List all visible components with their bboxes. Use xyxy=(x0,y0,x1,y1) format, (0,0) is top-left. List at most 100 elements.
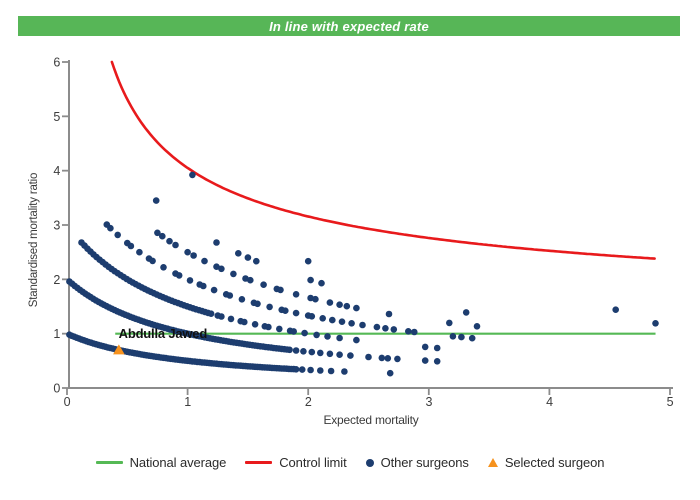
other-surgeon-point[interactable] xyxy=(277,286,284,294)
other-surgeon-point[interactable] xyxy=(326,350,334,358)
other-surgeon-point[interactable] xyxy=(317,349,324,357)
other-surgeon-point[interactable] xyxy=(304,257,312,265)
other-surgeon-point[interactable] xyxy=(338,318,346,326)
other-surgeon-point[interactable] xyxy=(190,252,197,259)
other-surgeon-point[interactable] xyxy=(308,348,316,356)
other-surgeon-point[interactable] xyxy=(227,315,235,323)
other-surgeon-point[interactable] xyxy=(254,300,261,308)
other-surgeon-point[interactable] xyxy=(421,357,429,364)
other-surgeon-point[interactable] xyxy=(347,352,354,359)
other-surgeon-point[interactable] xyxy=(189,171,196,179)
other-surgeon-point[interactable] xyxy=(612,306,619,314)
other-surgeon-point[interactable] xyxy=(318,279,325,287)
other-surgeon-point[interactable] xyxy=(286,346,293,354)
other-surgeon-point[interactable] xyxy=(265,323,272,331)
other-surgeon-point[interactable] xyxy=(359,321,366,329)
other-surgeon-point[interactable] xyxy=(213,239,220,246)
other-surgeon-point[interactable] xyxy=(652,320,659,327)
other-surgeon-point[interactable] xyxy=(218,265,225,273)
other-surgeon-point[interactable] xyxy=(301,329,308,337)
other-surgeon-point[interactable] xyxy=(336,334,343,342)
other-surgeon-point[interactable] xyxy=(324,333,331,340)
other-surgeon-point[interactable] xyxy=(312,295,319,303)
other-surgeon-point[interactable] xyxy=(394,355,401,363)
other-surgeon-point[interactable] xyxy=(384,355,392,362)
other-surgeon-point[interactable] xyxy=(327,367,335,375)
other-surgeon-point[interactable] xyxy=(292,347,300,354)
other-surgeon-point[interactable] xyxy=(292,309,300,317)
other-surgeon-point[interactable] xyxy=(241,318,248,326)
other-surgeon-point[interactable] xyxy=(251,321,259,328)
other-surgeon-point[interactable] xyxy=(378,354,386,362)
other-surgeon-point[interactable] xyxy=(184,248,191,256)
other-surgeon-point[interactable] xyxy=(226,292,234,299)
other-surgeon-point[interactable] xyxy=(252,257,260,265)
other-surgeon-point[interactable] xyxy=(298,366,306,373)
other-surgeon-point[interactable] xyxy=(166,237,173,245)
other-surgeon-point[interactable] xyxy=(235,250,242,257)
other-surgeon-point[interactable] xyxy=(218,313,225,320)
other-surgeon-point[interactable] xyxy=(136,248,143,256)
other-surgeon-point[interactable] xyxy=(230,270,237,278)
other-surgeon-point[interactable] xyxy=(292,291,300,298)
other-surgeon-point[interactable] xyxy=(336,301,343,309)
other-surgeon-point[interactable] xyxy=(329,316,336,324)
other-surgeon-point[interactable] xyxy=(433,358,441,365)
other-surgeon-point[interactable] xyxy=(307,276,314,284)
other-surgeon-point[interactable] xyxy=(210,286,218,294)
other-surgeon-point[interactable] xyxy=(201,257,208,265)
other-surgeon-point[interactable] xyxy=(433,344,441,352)
other-surgeon-point[interactable] xyxy=(238,296,246,303)
other-surgeon-point[interactable] xyxy=(462,309,470,316)
other-surgeon-point[interactable] xyxy=(365,353,372,361)
other-surgeon-point[interactable] xyxy=(382,325,389,332)
other-surgeon-point[interactable] xyxy=(411,328,418,336)
other-surgeon-point[interactable] xyxy=(421,343,429,351)
other-surgeon-point[interactable] xyxy=(386,369,394,377)
other-surgeon-point[interactable] xyxy=(385,310,393,318)
other-surgeon-point[interactable] xyxy=(290,328,298,335)
other-surgeon-point[interactable] xyxy=(244,254,252,261)
other-surgeon-point[interactable] xyxy=(149,257,156,265)
other-surgeon-point[interactable] xyxy=(175,272,183,279)
other-surgeon-point[interactable] xyxy=(446,319,453,327)
other-surgeon-point[interactable] xyxy=(326,299,334,306)
other-surgeon-point[interactable] xyxy=(172,241,179,249)
other-surgeon-point[interactable] xyxy=(186,277,194,284)
other-surgeon-point[interactable] xyxy=(247,276,254,284)
other-surgeon-point[interactable] xyxy=(114,231,121,239)
other-surgeon-point[interactable] xyxy=(353,336,360,344)
other-surgeon-point[interactable] xyxy=(468,334,476,342)
other-surgeon-point[interactable] xyxy=(107,224,114,232)
other-surgeon-point[interactable] xyxy=(307,366,314,374)
other-surgeon-point[interactable] xyxy=(336,351,343,359)
other-surgeon-point[interactable] xyxy=(276,325,283,333)
other-surgeon-point[interactable] xyxy=(127,242,135,250)
other-surgeon-point[interactable] xyxy=(160,264,167,271)
other-surgeon-point[interactable] xyxy=(207,310,215,318)
other-surgeon-point[interactable] xyxy=(390,326,398,333)
other-surgeon-point[interactable] xyxy=(341,368,348,375)
other-surgeon-point[interactable] xyxy=(266,303,273,311)
other-surgeon-point[interactable] xyxy=(319,315,327,322)
other-surgeon-point[interactable] xyxy=(405,328,412,335)
other-surgeon-point[interactable] xyxy=(308,313,316,320)
other-surgeon-point[interactable] xyxy=(200,282,207,290)
other-surgeon-point[interactable] xyxy=(458,333,465,341)
other-surgeon-point[interactable] xyxy=(373,323,381,331)
other-surgeon-point[interactable] xyxy=(154,229,161,237)
other-surgeon-point[interactable] xyxy=(300,348,307,355)
selected-surgeon-marker[interactable] xyxy=(113,344,125,355)
other-surgeon-point[interactable] xyxy=(449,333,457,340)
other-surgeon-point[interactable] xyxy=(353,304,360,312)
other-surgeon-point[interactable] xyxy=(152,197,160,204)
other-surgeon-point[interactable] xyxy=(282,307,289,315)
other-surgeon-point[interactable] xyxy=(343,302,351,310)
other-surgeon-point[interactable] xyxy=(260,281,267,289)
other-surgeon-point[interactable] xyxy=(348,320,355,327)
other-surgeon-point[interactable] xyxy=(317,367,324,374)
other-surgeon-point[interactable] xyxy=(313,331,320,339)
other-surgeon-point[interactable] xyxy=(159,232,166,240)
other-surgeon-point[interactable] xyxy=(292,366,300,373)
other-surgeon-point[interactable] xyxy=(473,323,481,330)
